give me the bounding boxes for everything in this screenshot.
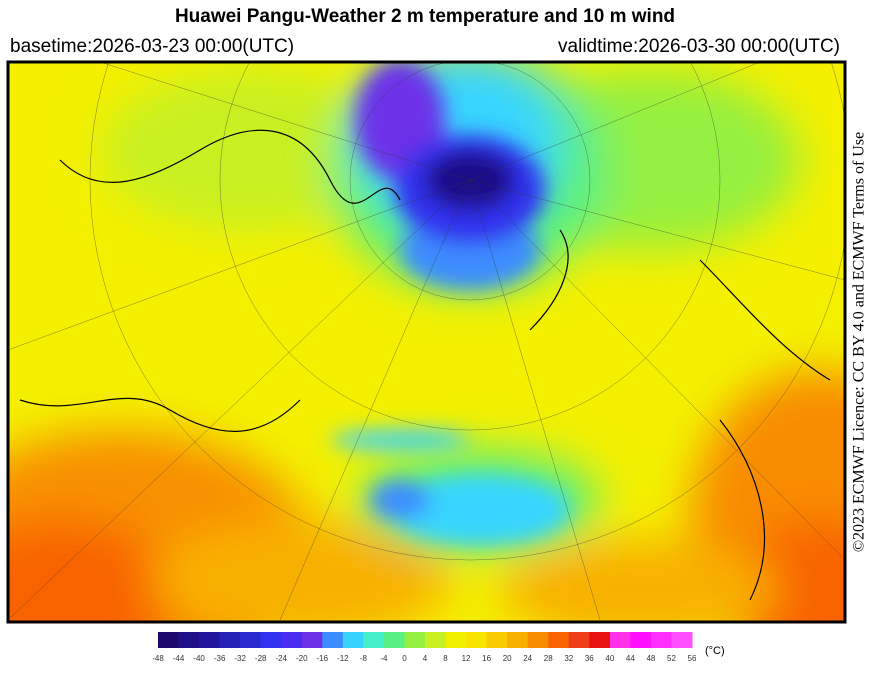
colorbar-segment <box>383 632 405 648</box>
colorbar-tick-label: -12 <box>337 654 349 663</box>
colorbar-segment <box>281 632 303 648</box>
colorbar-tick-label: 36 <box>585 654 594 663</box>
colorbar-segment <box>548 632 570 648</box>
map-frame <box>6 60 847 624</box>
colorbar-tick-label: -16 <box>317 654 329 663</box>
colorbar-segment <box>363 632 385 648</box>
colorbar-segment <box>240 632 262 648</box>
colorbar-tick-label: 48 <box>646 654 655 663</box>
colorbar-segment <box>671 632 693 648</box>
colorbar-tick-label: -24 <box>275 654 287 663</box>
colorbar-segment <box>219 632 241 648</box>
colorbar-segment <box>650 632 672 648</box>
colorbar-tick-label: -4 <box>380 654 388 663</box>
colorbar-tick-label: -8 <box>360 654 368 663</box>
colorbar-segment <box>158 632 180 648</box>
colorbar-tick-label: 40 <box>605 654 614 663</box>
colorbar-segment <box>507 632 529 648</box>
colorbar-tick-label: 0 <box>402 654 407 663</box>
colorbar-tick-label: 32 <box>564 654 573 663</box>
colorbar-unit: (°C) <box>705 645 725 657</box>
colorbar-tick-label: 56 <box>688 654 697 663</box>
colorbar: -48 -44 -40 -36 -32 -28 -24 -20 -16 -12 -8 -4 0 4 8 12 1… <box>152 632 697 663</box>
colorbar-tick-label: 52 <box>667 654 676 663</box>
colorbar-segment <box>301 632 323 648</box>
colorbar-segment <box>199 632 221 648</box>
colorbar-segment <box>178 632 200 648</box>
colorbar-segment <box>609 632 631 648</box>
colorbar-tick-label: -40 <box>193 654 205 663</box>
colorbar-tick-label: -20 <box>296 654 308 663</box>
colorbar-segment <box>568 632 590 648</box>
colorbar-tick-label: 16 <box>482 654 491 663</box>
colorbar-segment <box>260 632 282 648</box>
colorbar-segment <box>425 632 447 648</box>
colorbar-segment <box>466 632 488 648</box>
colorbar-tick-label: 4 <box>423 654 428 663</box>
colorbar-tick-label: 20 <box>503 654 512 663</box>
colorbar-segment <box>404 632 426 648</box>
colorbar-segment <box>445 632 467 648</box>
license: ©2023 ECMWF Licence: CC BY 4.0 and ECMWF… <box>851 132 868 552</box>
colorbar-tick-label: -28 <box>255 654 267 663</box>
colorbar-segment <box>342 632 364 648</box>
colorbar-segment <box>527 632 549 648</box>
colorbar-segment <box>322 632 344 648</box>
colorbar-tick-label: -36 <box>214 654 226 663</box>
colorbar-tick-label: 12 <box>462 654 471 663</box>
colorbar-tick-label: -44 <box>173 654 185 663</box>
colorbar-tick-label: 8 <box>443 654 448 663</box>
validtime: validtime:2026-03-30 00:00(UTC) <box>558 36 840 57</box>
colorbar-segment <box>630 632 652 648</box>
basetime: basetime:2026-03-23 00:00(UTC) <box>10 36 294 57</box>
colorbar-tick-label: 24 <box>523 654 532 663</box>
colorbar-tick-label: -48 <box>152 654 164 663</box>
colorbar-tick-label: 44 <box>626 654 635 663</box>
colorbar-segment <box>486 632 508 648</box>
colorbar-segment <box>589 632 611 648</box>
title: Huawei Pangu-Weather 2 m temperature and… <box>175 6 675 27</box>
colorbar-tick-label: -32 <box>234 654 246 663</box>
colorbar-tick-label: 28 <box>544 654 553 663</box>
